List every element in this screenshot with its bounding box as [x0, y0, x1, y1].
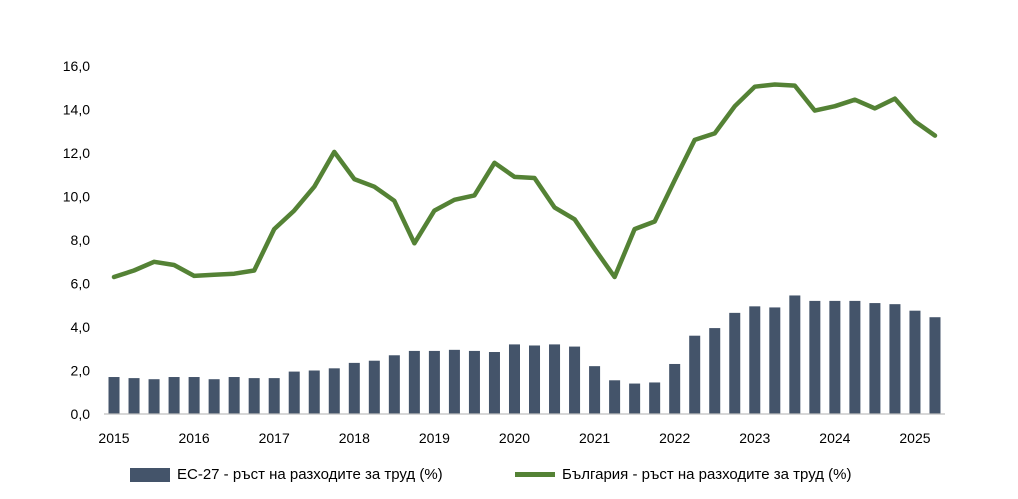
- bar: [629, 383, 641, 414]
- x-tick-label: 2023: [739, 430, 770, 446]
- y-tick-label: 2,0: [71, 363, 91, 379]
- y-tick-label: 8,0: [71, 232, 91, 248]
- legend-label-eu27: ЕС-27 - ръст на разходите за труд (%): [177, 466, 443, 483]
- bar: [869, 303, 881, 414]
- y-tick-label: 0,0: [71, 406, 91, 422]
- legend-item-eu27: ЕС-27 - ръст на разходите за труд (%): [130, 466, 443, 483]
- bar: [809, 300, 821, 414]
- x-tick-label: 2015: [98, 430, 129, 446]
- bar-series-eu27: [108, 295, 941, 414]
- x-tick-label: 2021: [579, 430, 610, 446]
- bar: [308, 370, 320, 414]
- bar: [368, 360, 380, 414]
- bar: [108, 377, 120, 414]
- bar: [889, 304, 901, 414]
- bar: [769, 307, 781, 414]
- bar: [849, 300, 861, 414]
- legend-item-bulgaria: България - ръст на разходите за труд (%): [515, 466, 851, 483]
- bar: [228, 377, 240, 414]
- bar: [248, 378, 260, 414]
- legend-label-bulgaria: България - ръст на разходите за труд (%): [562, 466, 852, 483]
- bar: [549, 344, 561, 414]
- x-tick-label: 2024: [819, 430, 850, 446]
- bar: [569, 346, 581, 414]
- bar: [428, 350, 440, 414]
- bar: [589, 366, 601, 414]
- x-tick-label: 2025: [899, 430, 930, 446]
- y-tick-label: 10,0: [63, 189, 90, 205]
- bar: [508, 344, 520, 414]
- bar: [128, 378, 140, 414]
- bar: [729, 312, 741, 414]
- y-tick-label: 12,0: [63, 145, 90, 161]
- bar: [288, 371, 300, 414]
- y-tick-label: 16,0: [63, 58, 90, 74]
- bar: [328, 368, 340, 414]
- bar: [689, 335, 701, 414]
- legend-swatch-line: [515, 472, 555, 477]
- bar: [829, 300, 841, 414]
- y-axis: 0,0 2,0 4,0 6,0 8,0 10,0 12,0 14,0 16,0: [63, 58, 90, 422]
- bar: [188, 377, 200, 414]
- bar: [649, 382, 661, 414]
- bar: [909, 310, 921, 414]
- bar: [929, 317, 941, 414]
- bar: [148, 379, 160, 414]
- x-tick-label: 2016: [179, 430, 210, 446]
- bar: [749, 306, 761, 414]
- x-tick-label: 2019: [419, 430, 450, 446]
- x-tick-label: 2022: [659, 430, 690, 446]
- bar: [709, 328, 721, 414]
- bar: [529, 345, 541, 414]
- chart-plot: 0,0 2,0 4,0 6,0 8,0 10,0 12,0 14,0 16,0 2015 2016…: [63, 58, 945, 446]
- line-series-bulgaria: [111, 82, 938, 280]
- y-tick-label: 14,0: [63, 102, 90, 118]
- x-axis: 2015 2016 2017 2018 2019 2020 2021 2022 2023 2024…: [98, 430, 930, 446]
- y-tick-label: 4,0: [71, 319, 91, 335]
- x-tick-label: 2017: [259, 430, 290, 446]
- bar: [468, 350, 480, 414]
- legend: ЕС-27 - ръст на разходите за труд (%) Бъ…: [0, 466, 1018, 490]
- bar: [669, 363, 681, 414]
- bar: [488, 352, 500, 414]
- bar: [268, 378, 280, 414]
- x-tick-label: 2018: [339, 430, 370, 446]
- legend-swatch-bar: [130, 467, 170, 482]
- bar: [208, 379, 220, 414]
- bar: [348, 362, 360, 414]
- bar: [168, 377, 180, 414]
- bar: [408, 350, 420, 414]
- x-tick-label: 2020: [499, 430, 530, 446]
- y-tick-label: 6,0: [71, 276, 91, 292]
- bar: [609, 380, 621, 414]
- bar: [789, 295, 801, 414]
- bar: [388, 355, 400, 414]
- bar: [448, 349, 460, 414]
